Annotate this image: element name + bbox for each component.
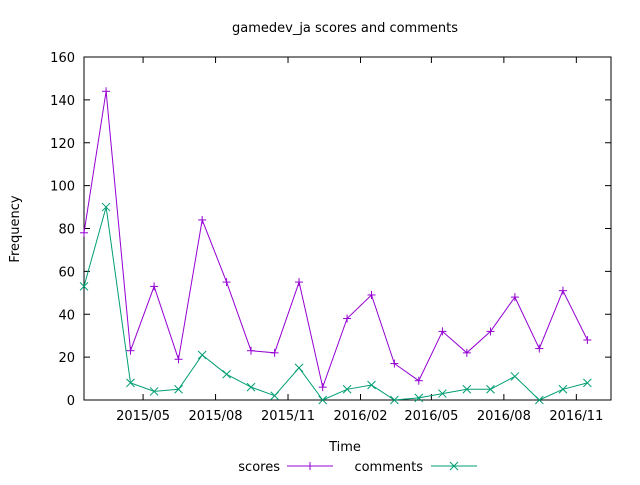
data-point-scores — [318, 383, 327, 392]
data-point-comments — [367, 380, 376, 390]
data-point-scores — [462, 348, 471, 357]
x-tick-label: 2015/05 — [116, 409, 170, 424]
x-tick-label: 2016/05 — [404, 409, 458, 424]
data-point-scores — [126, 346, 135, 355]
legend: scores comments — [238, 460, 477, 475]
data-point-scores — [558, 286, 567, 295]
y-tick-label: 20 — [58, 351, 75, 366]
data-point-scores — [414, 376, 423, 385]
data-point-comments — [486, 384, 495, 394]
y-tick-label: 80 — [58, 223, 75, 238]
data-point-comments — [318, 395, 328, 405]
data-point-comments — [558, 384, 568, 394]
chart-title: gamedev_ja scores and comments — [232, 21, 458, 36]
data-point-comments — [510, 372, 520, 381]
data-point-comments — [462, 384, 472, 394]
series-line-comments — [83, 206, 588, 401]
data-point-scores — [270, 348, 279, 357]
data-point-scores — [583, 335, 592, 344]
legend-label-comments: comments — [354, 460, 423, 475]
legend-label-scores: scores — [238, 460, 280, 475]
series-scores — [80, 87, 592, 392]
data-point-scores — [438, 327, 447, 336]
y-axis-label: Frequency — [8, 195, 23, 262]
data-point-comments — [342, 384, 352, 394]
y-tick-label: 60 — [58, 265, 75, 280]
data-point-scores — [102, 87, 111, 96]
y-tick-label: 120 — [50, 137, 75, 152]
legend-marker-scores — [306, 462, 314, 470]
data-point-comments — [101, 202, 111, 212]
data-point-comments — [414, 393, 424, 403]
data-point-comments — [390, 395, 399, 405]
data-point-scores — [510, 293, 519, 302]
y-tick-label: 140 — [50, 94, 75, 109]
y-tick-label: 100 — [50, 180, 75, 195]
data-point-scores — [367, 290, 376, 299]
y-tick-label: 160 — [50, 51, 75, 66]
data-point-scores — [535, 344, 544, 353]
series-layer — [79, 87, 592, 405]
data-point-scores — [390, 359, 399, 368]
x-tick-label: 2016/08 — [477, 409, 531, 424]
data-point-comments — [534, 395, 544, 405]
data-point-comments — [197, 350, 207, 360]
series-line-scores — [83, 91, 588, 389]
axes: 0 20 40 60 80 100 120 140 160 2015/05 2015/08 2015/… — [50, 51, 612, 424]
data-point-scores — [198, 215, 207, 224]
x-tick-label: 2016/11 — [549, 409, 603, 424]
data-point-comments — [294, 363, 304, 373]
y-tick-label: 0 — [67, 394, 75, 409]
legend-marker-comments — [449, 461, 459, 471]
data-point-scores — [247, 346, 256, 355]
y-tick-label: 40 — [58, 308, 75, 323]
plot-frame — [83, 56, 612, 401]
data-point-comments — [79, 282, 89, 291]
data-point-comments — [583, 378, 592, 388]
data-point-scores — [174, 355, 183, 364]
data-point-comments — [438, 389, 447, 398]
data-point-comments — [222, 369, 231, 379]
series-comments — [79, 202, 592, 405]
data-point-scores — [295, 278, 304, 287]
data-point-scores — [150, 282, 159, 291]
data-point-comments — [270, 391, 279, 401]
data-point-comments — [246, 382, 256, 392]
data-point-comments — [126, 378, 135, 388]
data-point-scores — [80, 228, 88, 237]
data-point-comments — [174, 384, 183, 394]
data-point-scores — [486, 327, 495, 336]
x-axis-label: Time — [328, 440, 361, 455]
data-point-comments — [149, 387, 159, 396]
data-point-scores — [343, 314, 352, 323]
x-tick-label: 2015/08 — [189, 409, 243, 424]
x-tick-label: 2015/11 — [261, 409, 315, 424]
data-point-scores — [222, 278, 231, 287]
x-tick-label: 2016/02 — [333, 409, 387, 424]
